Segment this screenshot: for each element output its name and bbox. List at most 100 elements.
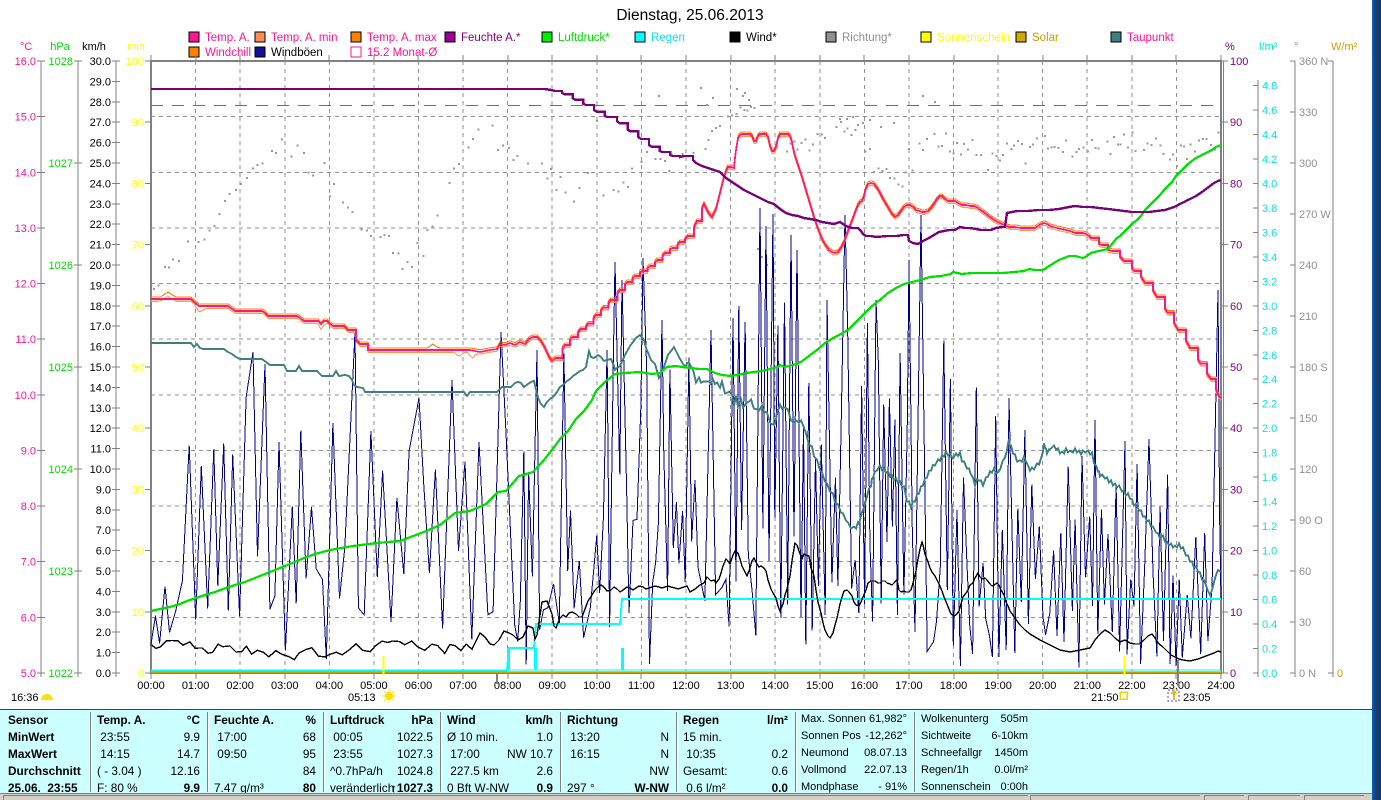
- svg-text:Sonnenschein: Sonnenschein: [937, 32, 1010, 44]
- svg-text:50: 50: [1230, 362, 1242, 374]
- svg-text:14:00: 14:00: [761, 680, 789, 692]
- svg-text:1.0: 1.0: [96, 648, 111, 660]
- svg-text:4.2: 4.2: [1262, 154, 1277, 166]
- svg-text:30.0: 30.0: [90, 56, 111, 68]
- svg-text:Wind*: Wind*: [746, 32, 777, 44]
- svg-text:24:00: 24:00: [1207, 680, 1235, 692]
- svg-text:360 N: 360 N: [1299, 56, 1328, 68]
- svg-text:23.0: 23.0: [90, 199, 111, 211]
- svg-text:km/h: km/h: [82, 41, 106, 53]
- svg-text:330: 330: [1299, 107, 1317, 119]
- svg-text:1.0: 1.0: [1262, 546, 1277, 558]
- svg-text:1023: 1023: [49, 566, 73, 578]
- svg-text:70: 70: [1230, 240, 1242, 252]
- svg-text:29.0: 29.0: [90, 76, 111, 88]
- svg-text:Richtung*: Richtung*: [842, 32, 892, 44]
- svg-text:12:00: 12:00: [672, 680, 700, 692]
- svg-text:10: 10: [1230, 607, 1242, 619]
- svg-text:06:00: 06:00: [405, 680, 433, 692]
- svg-text:1026: 1026: [49, 260, 73, 272]
- svg-text:2.6: 2.6: [1262, 350, 1277, 362]
- svg-text:60: 60: [1230, 301, 1242, 313]
- svg-text:8.0: 8.0: [96, 505, 111, 517]
- svg-text:27.0: 27.0: [90, 117, 111, 129]
- svg-text:16:36: 16:36: [11, 692, 39, 704]
- svg-text:7.0: 7.0: [21, 557, 36, 569]
- svg-text:0.8: 0.8: [1262, 570, 1277, 582]
- svg-text:13:00: 13:00: [717, 680, 745, 692]
- svg-text:0.4: 0.4: [1262, 619, 1277, 631]
- svg-text:60: 60: [132, 301, 144, 313]
- svg-text:28.0: 28.0: [90, 97, 111, 109]
- svg-text:Solar: Solar: [1032, 32, 1059, 44]
- svg-text:20: 20: [132, 546, 144, 558]
- svg-text:270 W: 270 W: [1299, 209, 1331, 221]
- svg-text:1027: 1027: [49, 158, 73, 170]
- svg-text:17.0: 17.0: [90, 321, 111, 333]
- svg-text:23:05: 23:05: [1183, 692, 1211, 704]
- svg-text:03:00: 03:00: [271, 680, 299, 692]
- svg-text:11:00: 11:00: [628, 680, 655, 692]
- svg-text:24.0: 24.0: [90, 178, 111, 190]
- svg-text:15.2 Monat-Ø: 15.2 Monat-Ø: [367, 47, 437, 59]
- svg-text:0 N: 0 N: [1299, 668, 1316, 680]
- svg-text:16:00: 16:00: [851, 680, 879, 692]
- svg-text:Windböen: Windböen: [271, 47, 323, 59]
- svg-text:70: 70: [132, 240, 144, 252]
- svg-text:18.0: 18.0: [90, 301, 111, 313]
- svg-text:20.0: 20.0: [90, 260, 111, 272]
- svg-text:04:00: 04:00: [316, 680, 344, 692]
- svg-text:11.0: 11.0: [15, 334, 36, 346]
- svg-text:Regen: Regen: [651, 32, 685, 44]
- svg-text:2.8: 2.8: [1262, 325, 1277, 337]
- svg-text:20:00: 20:00: [1029, 680, 1057, 692]
- svg-text:3.0: 3.0: [96, 607, 111, 619]
- svg-text:3.2: 3.2: [1262, 276, 1277, 288]
- svg-text:18:00: 18:00: [940, 680, 968, 692]
- svg-text:2.2: 2.2: [1262, 399, 1277, 411]
- svg-text:hPa: hPa: [50, 41, 70, 53]
- svg-text:08:00: 08:00: [494, 680, 522, 692]
- svg-text:01:00: 01:00: [182, 680, 210, 692]
- svg-text:10.0: 10.0: [90, 464, 111, 476]
- svg-text:0.0: 0.0: [96, 668, 111, 680]
- svg-text:10: 10: [132, 607, 144, 619]
- svg-text:10:00: 10:00: [583, 680, 611, 692]
- svg-text:l/m²: l/m²: [1259, 41, 1278, 53]
- svg-text:Temp. A.: Temp. A.: [205, 32, 250, 44]
- svg-text:07:00: 07:00: [449, 680, 477, 692]
- svg-text:10.0: 10.0: [15, 390, 36, 402]
- svg-text:80: 80: [1230, 178, 1242, 190]
- svg-text:1.8: 1.8: [1262, 448, 1277, 460]
- svg-text:100: 100: [1230, 56, 1248, 68]
- svg-text:09:00: 09:00: [538, 680, 566, 692]
- svg-text:100: 100: [126, 56, 144, 68]
- svg-text:02:00: 02:00: [226, 680, 254, 692]
- svg-text:Windchill: Windchill: [205, 47, 251, 59]
- svg-text:1.2: 1.2: [1262, 521, 1277, 533]
- svg-text:240: 240: [1299, 260, 1317, 272]
- svg-text:120: 120: [1299, 464, 1317, 476]
- svg-text:300: 300: [1299, 158, 1317, 170]
- svg-text:40: 40: [132, 423, 144, 435]
- svg-text:7.0: 7.0: [96, 525, 111, 537]
- svg-text:0.0: 0.0: [1262, 668, 1277, 680]
- svg-text:60: 60: [1299, 566, 1311, 578]
- svg-text:8.0: 8.0: [21, 501, 36, 513]
- svg-text:150: 150: [1299, 413, 1317, 425]
- svg-text:min: min: [127, 41, 145, 53]
- svg-text:30: 30: [1230, 484, 1242, 496]
- svg-text:26.0: 26.0: [90, 138, 111, 150]
- svg-text:0: 0: [138, 668, 144, 680]
- svg-text:90: 90: [1230, 117, 1242, 129]
- svg-text:13.0: 13.0: [90, 403, 111, 415]
- svg-text:1024: 1024: [49, 464, 73, 476]
- svg-text:4.0: 4.0: [1262, 178, 1277, 190]
- svg-text:2.4: 2.4: [1262, 374, 1277, 386]
- svg-text:4.6: 4.6: [1262, 105, 1277, 117]
- svg-text:%: %: [1225, 41, 1235, 53]
- svg-text:22:00: 22:00: [1118, 680, 1146, 692]
- svg-text:05:13: 05:13: [348, 692, 376, 704]
- svg-text:Temp. A. min: Temp. A. min: [271, 32, 337, 44]
- svg-text:90: 90: [132, 117, 144, 129]
